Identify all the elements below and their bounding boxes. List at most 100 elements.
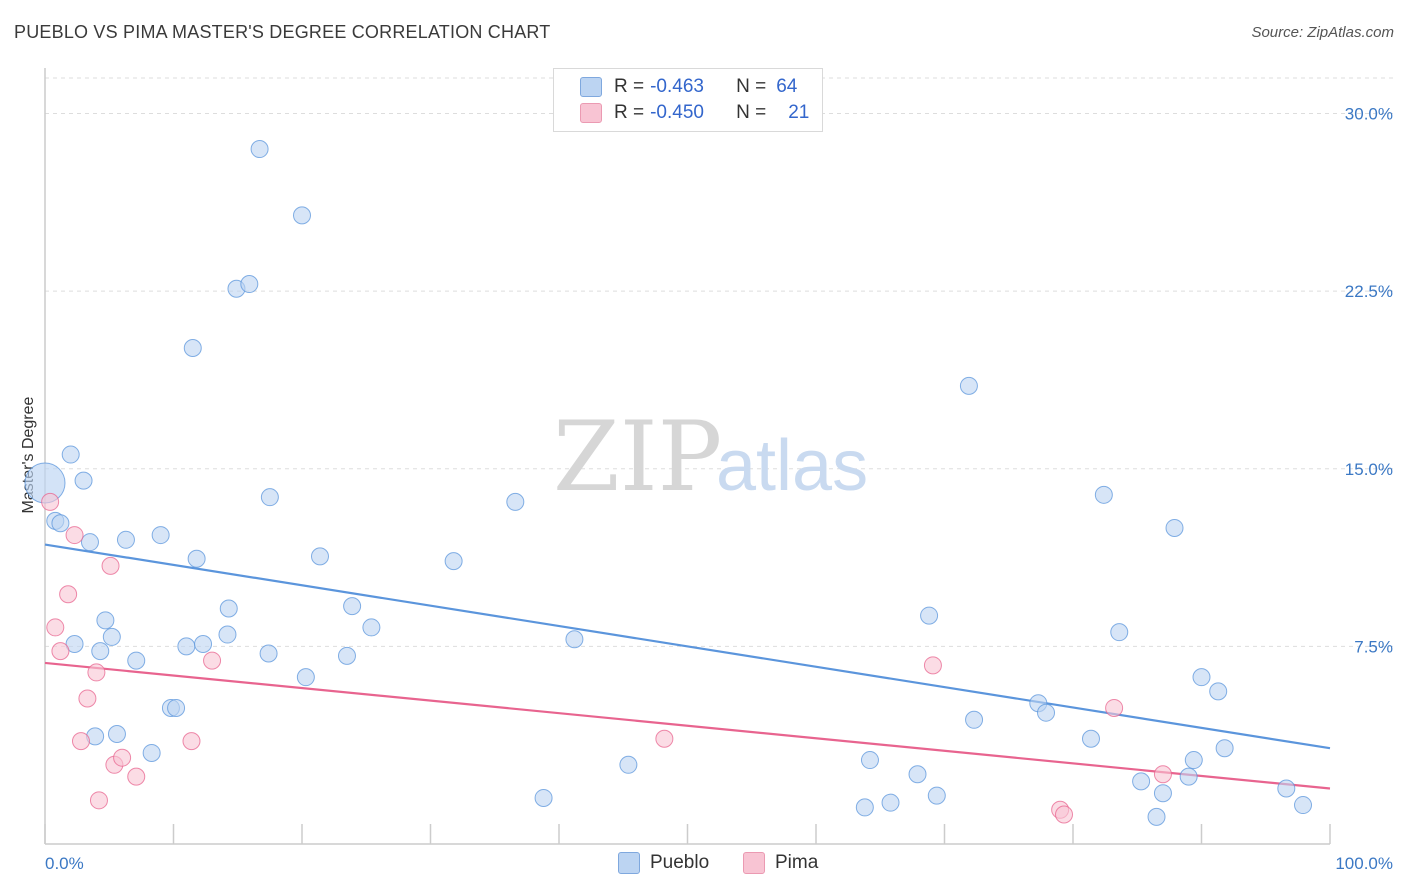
pueblo-point (296, 668, 315, 687)
pima-point (51, 642, 70, 661)
pueblo-point (260, 488, 279, 507)
pima-point (127, 767, 146, 786)
series-legend: Pueblo Pima (0, 852, 1406, 878)
chart-title: PUEBLO VS PIMA MASTER'S DEGREE CORRELATI… (14, 22, 551, 42)
y-tick-label: 15.0% (1345, 460, 1393, 479)
pueblo-point (51, 514, 70, 533)
pima-point (78, 689, 97, 708)
y-tick-labels: 7.5% 15.0% 22.5% 30.0% (1345, 105, 1393, 657)
stats-legend: R = -0.463 N = 64 R = -0.450 N = 21 (553, 68, 823, 132)
r-value: -0.450 (650, 102, 704, 123)
watermark: ZIP atlas (553, 401, 868, 513)
pueblo-point (91, 642, 110, 661)
pima-point (65, 526, 84, 545)
pueblo-point (127, 651, 146, 670)
chart-source: Source: ZipAtlas.com (1251, 24, 1394, 41)
pima-point (41, 492, 60, 511)
pima-point (101, 556, 120, 575)
pima-point (655, 729, 674, 748)
pueblo-point (337, 646, 356, 665)
r-label: R = (614, 102, 645, 123)
y-tick-label: 30.0% (1345, 105, 1393, 124)
pueblo-legend-swatch (618, 852, 640, 874)
pueblo-point (167, 698, 186, 717)
pueblo-point (61, 445, 80, 464)
pima-legend-swatch (743, 852, 765, 874)
legend-item-pima[interactable]: Pima (743, 852, 818, 874)
pueblo-point (1037, 703, 1056, 722)
pueblo-point (1165, 518, 1184, 537)
pueblo-point (855, 798, 874, 817)
x-tick-label-min: 0.0% (45, 854, 84, 873)
r-value: -0.463 (650, 76, 704, 97)
pueblo-point (293, 206, 311, 225)
pueblo-point (343, 597, 362, 616)
pueblo-point (80, 533, 99, 552)
pueblo-point (920, 606, 939, 625)
pueblo-point (219, 599, 238, 618)
pueblo-point (1179, 767, 1198, 786)
pueblo-point (1215, 739, 1234, 758)
pueblo-point (534, 788, 553, 807)
pueblo-point (1081, 729, 1100, 748)
pueblo-point (1094, 485, 1113, 504)
pueblo-point (218, 625, 237, 644)
pima-swatch (580, 103, 602, 123)
pueblo-point (1184, 751, 1203, 770)
pima-point (1153, 765, 1172, 784)
pueblo-point (1209, 682, 1228, 701)
pueblo-point (259, 644, 278, 663)
pima-trend-line (44, 661, 1331, 790)
y-tick-label: 7.5% (1354, 637, 1393, 656)
watermark-zip: ZIP (553, 401, 722, 513)
r-label: R = (614, 76, 645, 97)
n-label: N = (736, 76, 767, 97)
grid-lines (45, 77, 1395, 647)
pueblo-point (310, 547, 329, 566)
data-points (24, 140, 1313, 826)
pima-point (1055, 805, 1074, 824)
pueblo-point (151, 526, 170, 545)
pueblo-legend-label: Pueblo (650, 852, 710, 873)
n-label: N = (736, 102, 767, 123)
pueblo-point (965, 710, 984, 729)
n-value: 64 (776, 76, 798, 97)
pima-point (923, 656, 942, 675)
pueblo-point (240, 275, 259, 294)
axes (44, 68, 1331, 845)
pima-point (1105, 698, 1124, 717)
pueblo-point (96, 611, 115, 630)
pueblo-point (65, 635, 84, 654)
pima-point (87, 663, 106, 682)
pueblo-point (619, 755, 638, 774)
pima-legend-label: Pima (775, 852, 819, 873)
legend-row-pima: R = -0.450 N = 21 (580, 101, 809, 125)
pueblo-point (116, 530, 135, 549)
pueblo-point (1277, 779, 1296, 798)
legend-item-pueblo[interactable]: Pueblo (618, 852, 709, 874)
watermark-atlas: atlas (716, 426, 868, 506)
trend-lines (44, 543, 1331, 790)
pueblo-point (194, 635, 213, 654)
pueblo-point (102, 627, 121, 646)
pima-point (203, 651, 222, 670)
pueblo-point (183, 338, 202, 357)
pueblo-point (1147, 807, 1166, 826)
pueblo-swatch (580, 77, 602, 97)
pueblo-point (444, 552, 463, 571)
pueblo-point (1153, 784, 1172, 803)
pima-point (59, 585, 78, 604)
pueblo-point (142, 743, 161, 762)
n-value: 21 (788, 102, 810, 123)
pima-point (113, 748, 132, 767)
pueblo-point (74, 471, 93, 490)
pueblo-point (1110, 623, 1129, 642)
pueblo-point (107, 725, 126, 744)
pima-point (71, 732, 90, 751)
pueblo-point (187, 549, 206, 568)
y-tick-label: 22.5% (1345, 282, 1393, 301)
pima-point (89, 791, 108, 810)
pueblo-point (1132, 772, 1151, 791)
pueblo-point (362, 618, 381, 637)
